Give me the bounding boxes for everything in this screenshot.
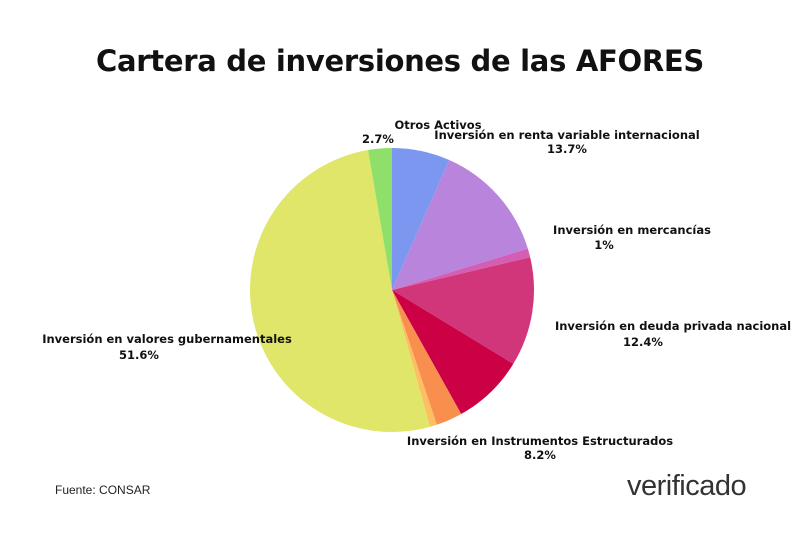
- pie-slice-5: [392, 290, 462, 425]
- pie-slice-8: [368, 148, 392, 290]
- pie-slice-4: [392, 290, 514, 415]
- pie-slice-3: [392, 257, 534, 364]
- pie-slice-1: [392, 160, 528, 290]
- value-otros-activos: 2.7%: [362, 132, 394, 146]
- label-renta-variable: Inversión en renta variable internaciona…: [434, 128, 700, 142]
- value-mercancias: 1%: [594, 238, 614, 252]
- value-deuda-privada: 12.4%: [623, 335, 663, 349]
- verificado-logo: verificado: [627, 470, 747, 502]
- label-otros-activos: Otros Activos: [394, 118, 482, 132]
- chart-title: Cartera de inversiones de las AFORES: [96, 44, 704, 78]
- pie-slice-7: [249, 150, 430, 433]
- pie-slice-0: [392, 148, 450, 290]
- source-note: Fuente: CONSAR: [55, 483, 151, 497]
- label-gubernamentales: Inversión en valores gubernamentales: [42, 332, 292, 346]
- label-instrumentos: Inversión en Instrumentos Estructurados: [406, 434, 674, 448]
- pie-slice-6: [392, 290, 437, 427]
- pie-slice-2: [392, 248, 531, 290]
- label-mercancias: Inversión en mercancías: [553, 223, 711, 237]
- label-deuda-privada: Inversión en deuda privada nacional: [554, 319, 792, 333]
- value-gubernamentales: 51.6%: [119, 348, 159, 362]
- value-renta-variable: 13.7%: [547, 142, 587, 156]
- value-instrumentos: 8.2%: [524, 448, 556, 462]
